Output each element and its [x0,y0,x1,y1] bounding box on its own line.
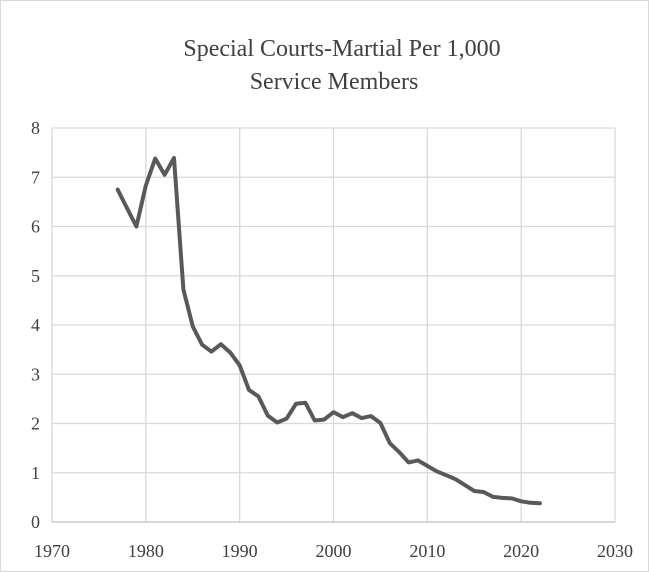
data-point [435,470,438,473]
data-point [445,474,447,477]
y-tick-label: 2 [31,414,40,434]
data-point [454,478,457,480]
data-point [332,411,335,413]
data-point [492,496,494,498]
gridlines [51,127,616,523]
data-point [304,402,307,404]
y-tick-label: 3 [31,364,40,384]
data-point [510,497,513,500]
data-point [238,364,241,367]
y-tick-label: 8 [31,118,40,138]
data-point [145,184,147,187]
data-point [163,173,166,176]
y-tick-label: 7 [31,167,40,187]
data-point [191,325,194,328]
data-point [379,422,382,424]
series-line [115,156,542,506]
data-point [173,157,175,159]
data-point [323,418,325,421]
data-point [342,416,344,418]
y-tick-label: 4 [31,315,40,335]
data-point [360,417,363,419]
y-axis-ticks: 0 1 2 3 4 5 6 7 8 [31,118,40,532]
data-point [285,417,288,420]
chart-title-line-2: Service Members [250,69,419,95]
data-point [389,442,391,445]
data-point [154,157,157,160]
data-point [426,465,429,467]
x-tick-label: 2030 [597,541,633,561]
data-point [267,414,269,417]
data-point [520,500,522,503]
x-tick-label: 2000 [316,541,352,561]
data-point [407,461,410,464]
x-axis-ticks: 1970 1980 1990 2000 2010 2020 2030 [34,541,633,561]
data-point [473,490,476,492]
x-tick-label: 2020 [503,541,539,561]
x-tick-label: 2010 [409,541,445,561]
data-point [295,403,297,405]
x-tick-label: 1990 [222,541,258,561]
data-point [126,207,128,210]
data-point [482,491,485,493]
data-point [313,419,316,422]
data-point [201,343,203,346]
data-point [210,350,213,353]
data-point [398,451,400,453]
y-tick-label: 1 [31,463,40,483]
data-point [464,484,466,486]
x-tick-label: 1970 [34,541,70,561]
data-point [539,502,541,505]
y-tick-label: 5 [31,266,40,286]
data-point [417,459,419,462]
data-point [182,288,185,291]
y-tick-label: 6 [31,217,40,237]
data-point [276,421,279,424]
chart-title-line-1: Special Courts-Martial Per 1,000 [183,36,500,62]
data-point [220,343,222,346]
data-point [529,501,532,504]
x-tick-label: 1980 [128,541,164,561]
data-series [115,156,542,506]
y-tick-label: 0 [31,512,40,532]
data-point [370,415,372,417]
data-point [501,497,504,499]
data-point [116,188,119,191]
data-point [248,389,250,391]
data-point [229,351,232,354]
data-point [257,395,260,398]
data-point [135,225,138,228]
data-point [351,412,354,414]
